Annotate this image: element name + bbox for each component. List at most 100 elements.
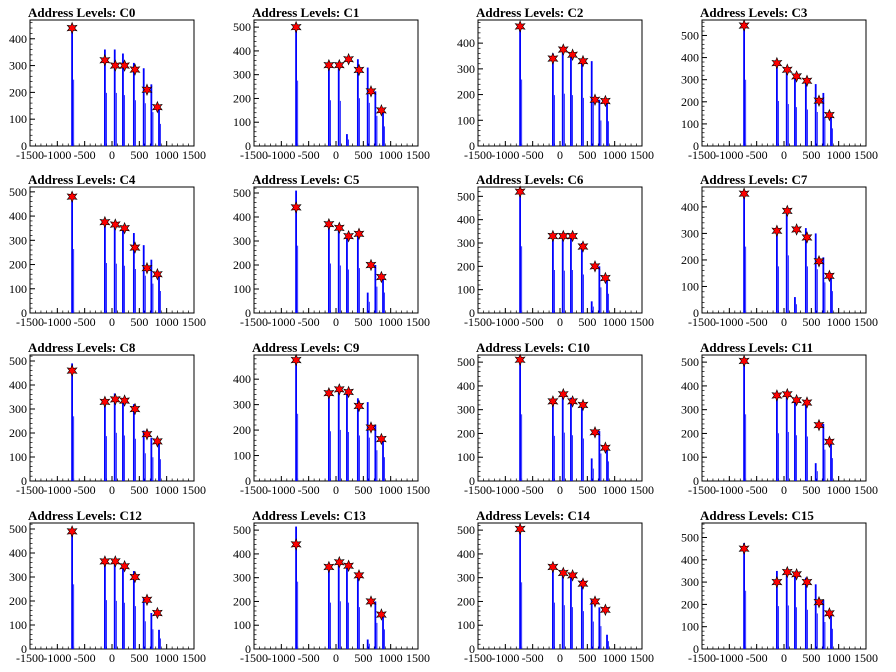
histogram-bar [103, 222, 106, 313]
x-tick-label: 500 [354, 148, 372, 162]
histogram-bar [606, 101, 608, 146]
x-tick-label: -1500 [16, 651, 44, 665]
peak-marker [567, 568, 578, 582]
y-tick-label: 300 [233, 234, 251, 248]
y-tick-label: 300 [681, 226, 699, 240]
y-tick-label: 200 [681, 597, 699, 611]
histogram-bar [814, 84, 817, 146]
histogram-bar [113, 223, 116, 313]
x-tick-label: 0 [109, 651, 115, 665]
peak-marker [151, 100, 163, 114]
peak-marker [514, 353, 526, 367]
histogram-bar [794, 297, 796, 313]
x-tick-label: 1000 [379, 483, 403, 497]
y-tick-label: 400 [9, 32, 27, 46]
peak-marker [365, 258, 377, 272]
histogram-bar [132, 571, 135, 649]
y-tick-label: 100 [457, 618, 475, 632]
histogram-bar [561, 393, 564, 481]
x-tick-label: 1500 [406, 315, 430, 329]
histogram-bar [570, 53, 572, 146]
x-tick-label: 1500 [630, 483, 654, 497]
peak-marker [801, 231, 813, 244]
y-tick-label: 400 [681, 553, 699, 567]
peak-marker [781, 387, 793, 401]
y-tick-label: 500 [457, 523, 475, 537]
x-tick-label: 1500 [406, 651, 430, 665]
peak-marker [119, 394, 130, 407]
y-tick-label: 100 [9, 112, 27, 126]
x-tick-label: -1000 [267, 483, 295, 497]
y-tick-label: 100 [681, 620, 699, 634]
x-tick-label: 1000 [379, 651, 403, 665]
histogram-bar [822, 423, 825, 481]
histogram-bar [327, 390, 330, 481]
y-tick-label: 400 [457, 379, 475, 393]
histogram-bar [830, 439, 832, 481]
y-tick-label: 0 [21, 139, 27, 153]
peak-marker [813, 255, 825, 268]
x-tick-label: -1000 [267, 315, 295, 329]
histogram-bar [158, 273, 160, 313]
plot-frame [253, 19, 419, 147]
x-tick-label: -1500 [16, 315, 44, 329]
histogram-bar [374, 265, 377, 313]
histogram-bar [295, 358, 297, 481]
histogram-bar [775, 228, 778, 313]
x-tick-label: 1500 [182, 315, 206, 329]
x-tick-label: 0 [109, 148, 115, 162]
histogram-bar [374, 601, 377, 649]
y-tick-label: 500 [9, 185, 27, 199]
histogram-bar [551, 564, 554, 649]
peak-marker [813, 418, 825, 432]
plot-frame [29, 186, 195, 314]
y-tick-label: 200 [681, 95, 699, 109]
histogram-bar [598, 266, 601, 313]
y-tick-label: 0 [693, 642, 699, 656]
x-tick-label: -1500 [16, 483, 44, 497]
peak-marker [577, 577, 589, 590]
peak-marker [343, 52, 354, 66]
peak-marker [738, 542, 750, 555]
histogram-bar [150, 84, 153, 146]
y-tick-label: 400 [233, 44, 251, 58]
y-tick-label: 100 [681, 117, 699, 131]
histogram-bar [382, 437, 384, 481]
y-tick-label: 200 [457, 259, 475, 273]
y-tick-label: 400 [233, 547, 251, 561]
peak-marker [109, 393, 121, 406]
x-tick-label: -500 [74, 651, 96, 665]
histogram-bar [142, 598, 145, 649]
histogram-bar [71, 196, 73, 313]
chart-panel-c5: Address Levels: C50100200300400500-1500-… [233, 172, 430, 329]
plot-frame [477, 19, 643, 147]
x-tick-label: 500 [130, 315, 148, 329]
peak-marker [514, 185, 526, 199]
y-tick-label: 200 [233, 594, 251, 608]
y-tick-label: 500 [233, 186, 251, 200]
peak-marker [557, 229, 569, 243]
histogram-bar [366, 402, 369, 481]
histogram-bar [346, 564, 348, 649]
x-tick-label: 1500 [854, 483, 878, 497]
peak-marker [343, 559, 354, 573]
y-tick-label: 300 [9, 233, 27, 247]
peak-marker [375, 608, 387, 621]
peak-marker [514, 522, 526, 536]
x-tick-label: 1500 [630, 651, 654, 665]
x-tick-label: -1500 [16, 148, 44, 162]
histogram-bar [814, 463, 817, 481]
x-tick-label: 0 [557, 651, 563, 665]
chart-panel-c8: Address Levels: C80100200300400500-1500-… [9, 340, 206, 497]
x-tick-label: 0 [781, 483, 787, 497]
y-tick-label: 400 [233, 372, 251, 386]
histogram-bar [337, 226, 340, 313]
y-tick-label: 200 [9, 426, 27, 440]
histogram-bar [794, 573, 796, 649]
peak-marker [547, 395, 559, 408]
histogram-bar [150, 613, 153, 649]
histogram-bar [590, 599, 593, 649]
peak-marker [577, 240, 589, 253]
chart-title: Address Levels: C5 [252, 172, 360, 187]
